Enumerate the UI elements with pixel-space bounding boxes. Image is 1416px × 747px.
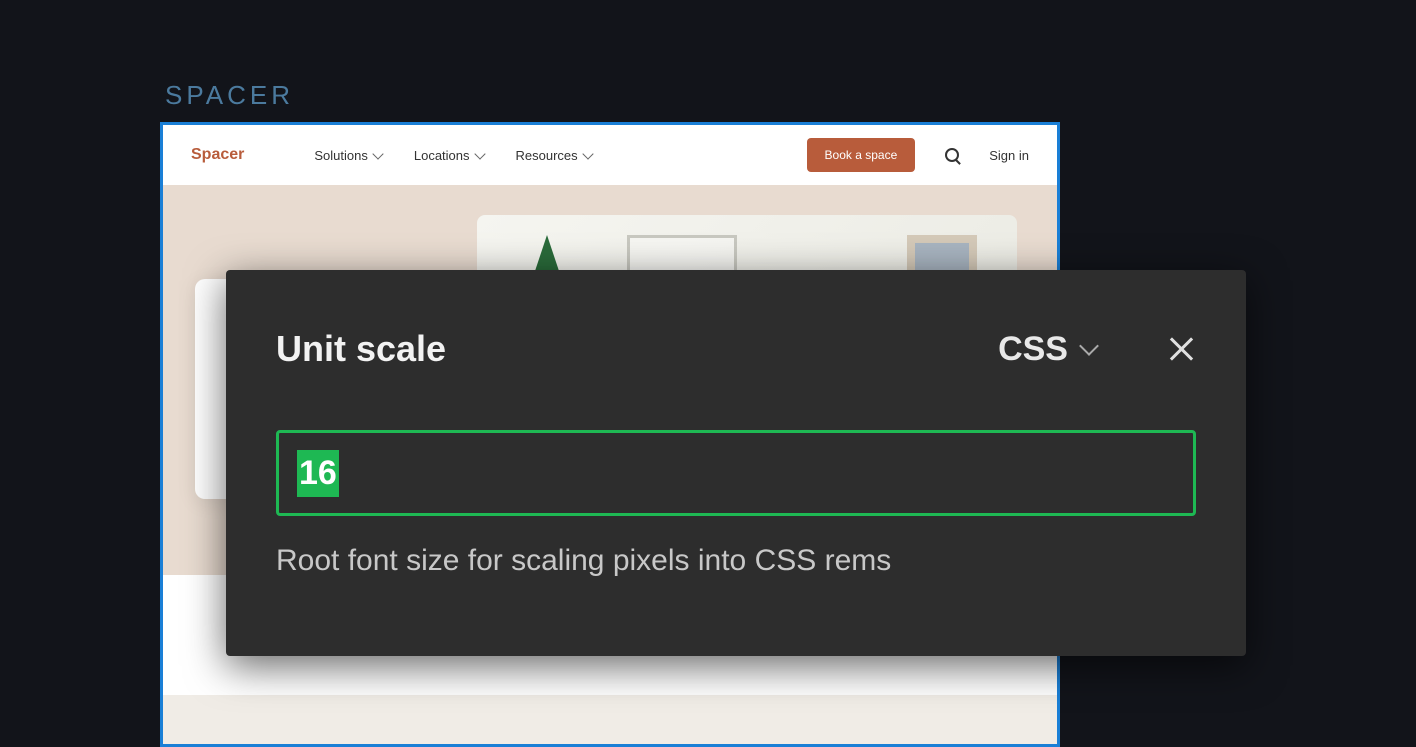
sign-in-link[interactable]: Sign in — [989, 148, 1029, 163]
chevron-down-icon — [582, 148, 593, 159]
tab-label-spacer[interactable]: SPACER — [165, 80, 294, 111]
close-icon[interactable] — [1166, 334, 1196, 364]
unit-dropdown[interactable]: CSS — [998, 330, 1096, 369]
book-space-button[interactable]: Book a space — [807, 138, 916, 172]
chevron-down-icon — [474, 148, 485, 159]
modal-title: Unit scale — [276, 328, 998, 370]
unit-scale-input[interactable]: 16 — [276, 430, 1196, 516]
modal-header: Unit scale CSS — [276, 328, 1196, 370]
nav-resources[interactable]: Resources — [516, 148, 592, 163]
search-icon[interactable] — [945, 148, 959, 162]
chevron-down-icon — [372, 148, 383, 159]
chevron-down-icon — [1079, 336, 1099, 356]
nav-label: Resources — [516, 148, 578, 163]
nav-label: Solutions — [314, 148, 367, 163]
helper-text: Root font size for scaling pixels into C… — [276, 544, 1196, 578]
dropdown-value: CSS — [998, 330, 1068, 369]
nav-label: Locations — [414, 148, 470, 163]
site-logo[interactable]: Spacer — [191, 146, 244, 164]
unit-scale-modal: Unit scale CSS 16 Root font size for sca… — [226, 270, 1246, 656]
input-value-selected: 16 — [297, 450, 339, 497]
website-header: Spacer Solutions Locations Resources Boo… — [163, 125, 1057, 185]
nav-locations[interactable]: Locations — [414, 148, 484, 163]
nav-solutions[interactable]: Solutions — [314, 148, 381, 163]
